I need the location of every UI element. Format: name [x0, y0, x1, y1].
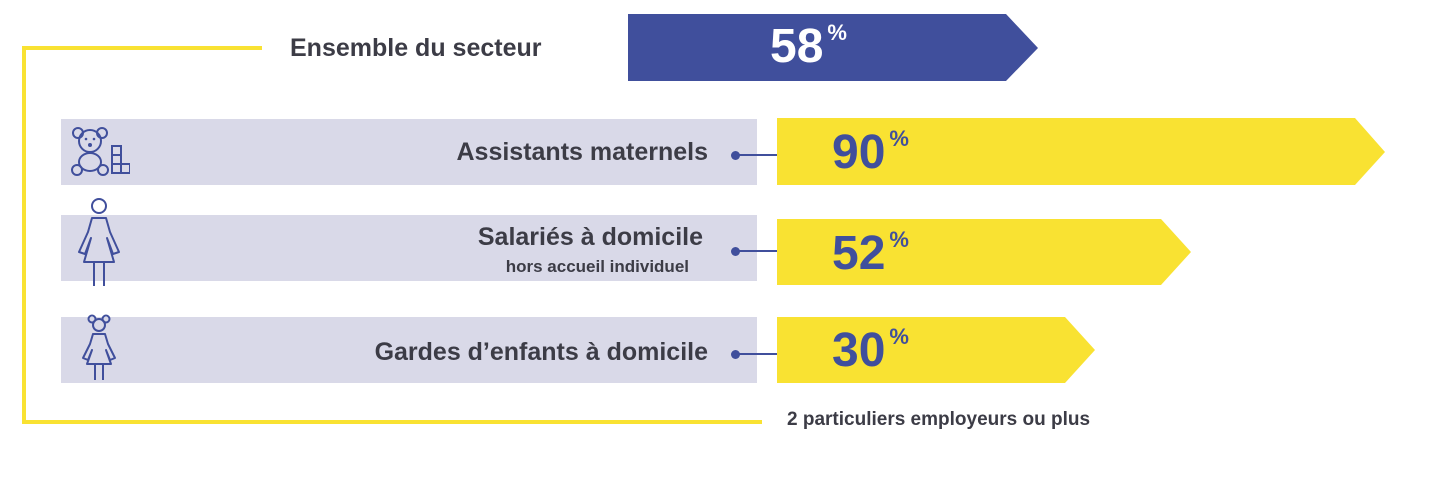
total-value: 58%: [770, 19, 847, 74]
row-sublabel-salaries: hors accueil individuel: [505, 257, 689, 276]
row-label-assistants: Assistants maternels: [456, 138, 708, 166]
bar-gardes: [777, 317, 1095, 383]
row-panel-gardes: [61, 317, 757, 383]
woman-icon: [78, 198, 120, 286]
bar-value-assistants: 90%: [832, 125, 909, 180]
bracket-left: [22, 46, 26, 424]
bar-value-unit-gardes: %: [889, 324, 909, 349]
bar-shape-salaries: [777, 219, 1191, 285]
bracket-bottom: [22, 420, 762, 424]
bar-value-number-assistants: 90: [832, 126, 886, 179]
connector-dot-left-salaries: [731, 247, 740, 256]
total-bar: [628, 14, 1038, 81]
bar-value-salaries: 52%: [832, 226, 909, 281]
girl-icon: [82, 314, 116, 380]
bar-assistants: [777, 118, 1385, 185]
bracket-top: [22, 46, 262, 50]
row-label-gardes: Gardes d’enfants à domicile: [374, 338, 708, 366]
bar-value-number-gardes: 30: [832, 324, 886, 377]
total-label: Ensemble du secteur: [290, 34, 542, 62]
bar-value-gardes: 30%: [832, 323, 909, 378]
total-value-number: 58: [770, 20, 824, 73]
row-panel-salaries: [61, 215, 757, 281]
total-value-unit: %: [827, 20, 847, 45]
bar-shape-assistants: [777, 118, 1385, 185]
bar-value-unit-salaries: %: [889, 227, 909, 252]
row-panel-assistants: [61, 119, 757, 185]
bar-shape-gardes: [777, 317, 1095, 383]
bar-value-unit-assistants: %: [889, 126, 909, 151]
connector-salaries: [735, 250, 801, 252]
total-bar-shape: [628, 14, 1038, 81]
connector-assistants: [735, 154, 801, 156]
connector-gardes: [735, 353, 801, 355]
connector-dot-left-assistants: [731, 151, 740, 160]
footnote: 2 particuliers employeurs ou plus: [787, 409, 1091, 430]
connector-dot-left-gardes: [731, 350, 740, 359]
row-label-salaries: Salariés à domicile: [477, 223, 703, 251]
teddy-bear-icon: [71, 127, 130, 176]
bar-value-number-salaries: 52: [832, 227, 886, 280]
bar-salaries: [777, 219, 1191, 285]
